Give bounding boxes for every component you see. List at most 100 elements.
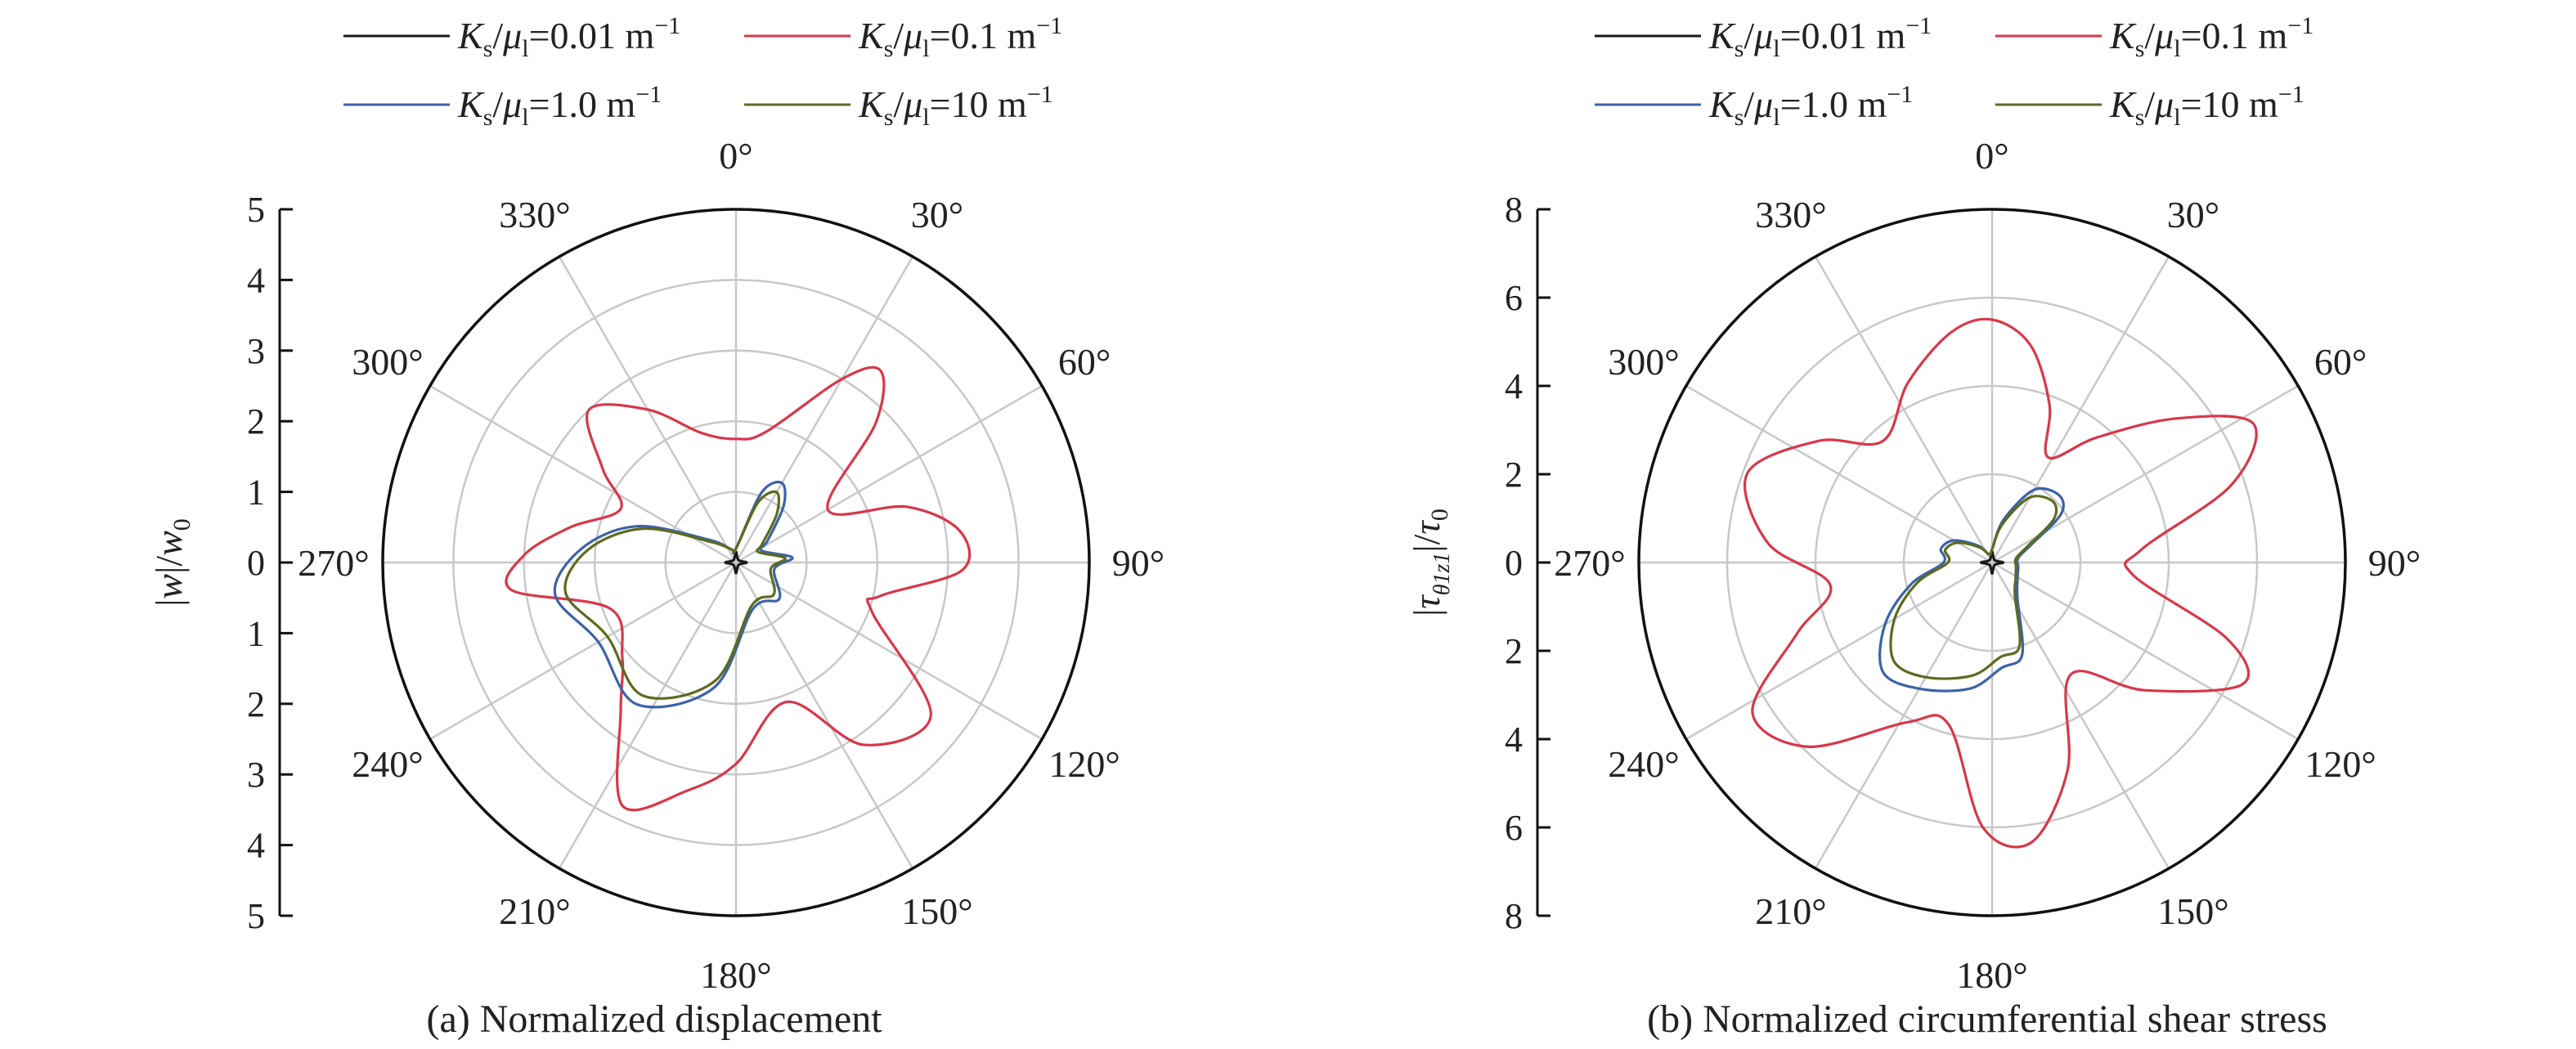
angle-label-6: 180°: [1956, 954, 2027, 996]
angle-label-0: 0°: [719, 135, 752, 177]
grid-spoke: [735, 384, 1043, 564]
legend-slash: /: [492, 15, 503, 56]
legend-label: Ks/μl=0.01 m−1: [457, 12, 680, 62]
grid-spoke: [429, 561, 737, 741]
legend-unit-exp: −1: [2278, 81, 2304, 108]
legend-mu: μ: [1753, 83, 1773, 125]
radial-tick-label: 3: [247, 755, 265, 795]
grid-spoke: [1990, 562, 2170, 869]
angle-label-10: 300°: [352, 341, 423, 383]
legend-label: Ks/μl=0.1 m−1: [858, 12, 1062, 62]
radial-tick-label: 5: [247, 896, 265, 936]
angle-label-4: 120°: [2304, 743, 2376, 785]
legend-k-sub: s: [1735, 104, 1744, 131]
radial-tick-label: 1: [247, 473, 265, 513]
legend-label: Ks/μl=1.0 m−1: [457, 81, 662, 131]
legend-mu: μ: [502, 15, 522, 56]
legend-k-sub: s: [884, 35, 894, 62]
radial-tick-label: 1: [247, 613, 265, 653]
series-line-0: [724, 550, 748, 575]
legend-unit-exp: −1: [1027, 81, 1053, 108]
ylabel-tau0: τ: [1406, 520, 1447, 535]
radial-tick-label: 4: [247, 826, 265, 866]
angle-label-1: 30°: [2167, 194, 2219, 235]
angle-label-2: 60°: [2314, 341, 2367, 383]
radial-tick-label: 0: [247, 543, 265, 583]
series-line-3: [563, 490, 787, 700]
legend-unit-exp: −1: [635, 81, 662, 108]
legend-unit-exp: −1: [1887, 81, 1913, 108]
ylabel-w0: w: [148, 531, 190, 556]
y-axis-label: |τθ1z1|/τ0: [1406, 509, 1455, 616]
angle-label-8: 240°: [1608, 743, 1679, 785]
legend-label: Ks/μl=0.1 m−1: [2109, 12, 2313, 62]
legend-value: =10 m: [930, 83, 1027, 125]
legend-mu: μ: [903, 15, 922, 56]
grid-spoke: [1990, 256, 2170, 563]
legend-value: =0.01 m: [529, 15, 655, 56]
angle-label-3: 90°: [2368, 542, 2421, 584]
grid-spoke: [1685, 384, 1993, 564]
series-line-0: [1979, 549, 2005, 576]
legend-mu-sub: l: [2174, 104, 2180, 131]
legend-mu: μ: [502, 83, 522, 125]
grid-spoke: [1991, 561, 2299, 741]
legend-label: Ks/μl=10 m−1: [2109, 81, 2304, 131]
radial-tick-label: 2: [1505, 631, 1523, 671]
ylabel-bar: |: [148, 599, 190, 607]
legend-k-sub: s: [2135, 104, 2145, 131]
legend-k: K: [1708, 83, 1736, 125]
legend-b: Ks/μl=0.01 m−1 Ks/μl=0.1 m−1 Ks/μl=1.0 m−1…: [1595, 12, 2313, 131]
legend-k: K: [2109, 15, 2137, 56]
legend-unit-exp: −1: [1036, 12, 1062, 39]
radial-tick-label: 0: [1505, 543, 1523, 583]
legend-label: Ks/μl=10 m−1: [858, 81, 1053, 131]
polar-boundary: [381, 208, 1091, 917]
legend-slash: /: [893, 15, 904, 56]
radial-tick-label: 2: [1505, 455, 1523, 495]
radial-tick-label: 2: [247, 401, 265, 442]
legend-k-sub: s: [1735, 35, 1744, 62]
legend-k-sub: s: [483, 35, 493, 62]
radial-tick-label: 5: [247, 190, 265, 230]
series-line-1: [1744, 317, 2258, 849]
legend-k-sub: s: [2135, 35, 2145, 62]
legend-label: Ks/μl=1.0 m−1: [1708, 81, 1913, 131]
legend-k-sub: s: [884, 104, 894, 131]
angle-label-5: 150°: [2157, 890, 2228, 932]
polar-boundary: [1637, 208, 2347, 917]
grid-spoke: [735, 561, 1043, 741]
angle-label-10: 300°: [1608, 341, 1679, 383]
legend-mu-sub: l: [2174, 35, 2180, 62]
legend-slash: /: [2144, 83, 2155, 125]
ylabel-sub: θ1z1: [1429, 553, 1455, 596]
legend-k: K: [457, 83, 485, 125]
radial-tick-label: 6: [1505, 808, 1523, 848]
legend-mu-sub: l: [922, 104, 929, 131]
ylabel-w: w: [148, 574, 190, 599]
radial-tick-label: 8: [1505, 896, 1523, 936]
angle-label-5: 150°: [901, 890, 972, 932]
angle-label-2: 60°: [1058, 341, 1111, 383]
legend-mu: μ: [2154, 15, 2174, 56]
grid-spoke: [1814, 562, 1994, 869]
legend-slash: /: [2144, 15, 2155, 56]
legend-mu-sub: l: [522, 35, 528, 62]
angle-label-9: 270°: [298, 542, 369, 584]
caption-b: (b) Normalized circumferential shear str…: [1647, 997, 2327, 1041]
ylabel-tau: τ: [1406, 594, 1447, 609]
legend-label: Ks/μl=0.01 m−1: [1708, 12, 1932, 62]
series-line-2: [553, 481, 794, 709]
legend-value: =1.0 m: [529, 83, 636, 125]
legend-mu: μ: [903, 83, 922, 125]
legend-slash: /: [1744, 83, 1754, 125]
angle-label-7: 210°: [1755, 890, 1826, 932]
legend-k: K: [1708, 15, 1736, 56]
chart-a: 0° 30° 60° 90° 120° 150° 180° 210° 240° 270° 300° 3…: [148, 135, 1165, 996]
chart-b: 0° 30° 60° 90° 120° 150° 180° 210° 240° 270° 300° 3…: [1406, 135, 2421, 996]
series-line-2: [1878, 486, 2065, 693]
grid-spoke: [558, 562, 738, 869]
radial-tick-label: 4: [1505, 366, 1523, 406]
legend-slash: /: [893, 83, 904, 125]
